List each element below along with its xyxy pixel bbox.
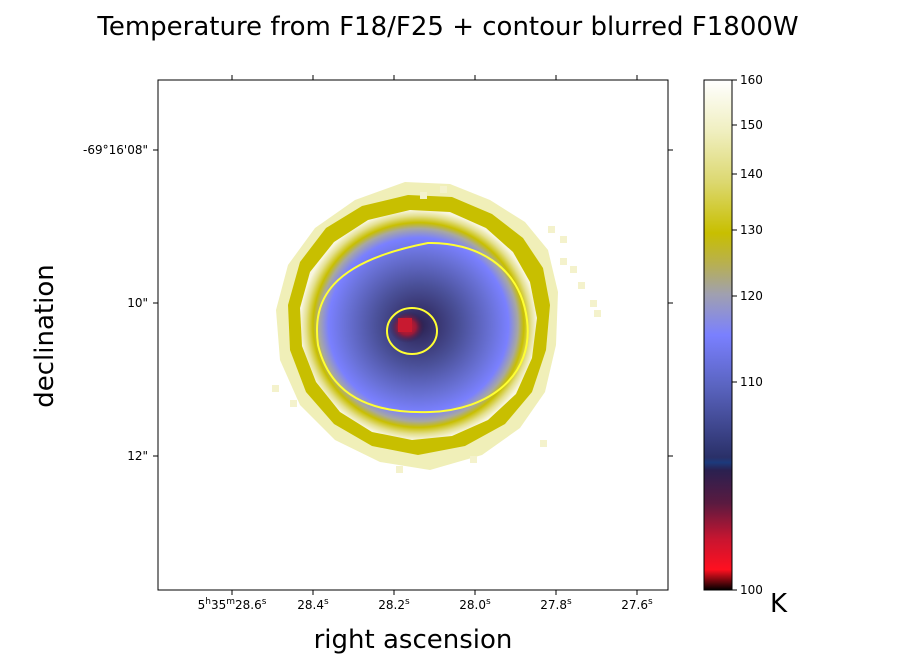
x-axis-label: right ascension xyxy=(314,625,513,655)
outlier-pixel xyxy=(540,440,547,447)
y-tick-label: -69°16'08" xyxy=(83,143,148,157)
colorbar-tick-label: 160 xyxy=(740,73,763,87)
colorbar-tick-label: 100 xyxy=(740,583,763,597)
colorbar-tick-label: 130 xyxy=(740,223,763,237)
outlier-pixel xyxy=(578,282,585,289)
colorbar-unit: K xyxy=(770,589,788,619)
x-tick-label: 28.0s xyxy=(459,597,491,612)
y-tick-label: 12" xyxy=(127,449,148,463)
contour-inner xyxy=(386,307,438,355)
colorbar-tick-label: 120 xyxy=(740,289,763,303)
colorbar-tick-label: 110 xyxy=(740,375,763,389)
y-tick-label: 10" xyxy=(127,296,148,310)
plot-frame xyxy=(157,79,669,591)
outlier-pixel xyxy=(290,400,297,407)
outlier-pixel xyxy=(440,186,447,193)
plot-area xyxy=(158,80,668,590)
outlier-pixel xyxy=(396,466,403,473)
outlier-pixels xyxy=(272,186,601,473)
outlier-pixel xyxy=(470,456,477,463)
outlier-pixel xyxy=(272,385,279,392)
temperature-hotspot-pixel xyxy=(398,318,412,332)
y-axis-label: declination xyxy=(30,264,60,407)
outlier-pixel xyxy=(420,192,427,199)
contour-outer xyxy=(316,241,529,414)
x-tick-label: 5h35m28.6s xyxy=(198,597,267,612)
outlier-pixel xyxy=(570,266,577,273)
outlier-pixel xyxy=(590,300,597,307)
x-tick-label: 27.6s xyxy=(621,597,653,612)
outlier-pixel xyxy=(548,226,555,233)
colorbar-tick-label: 150 xyxy=(740,118,763,132)
x-tick-label: 28.2s xyxy=(378,597,410,612)
colorbar-ticks: 100 110 120 130 140 150 160 xyxy=(732,73,763,597)
x-tick-label: 28.4s xyxy=(297,597,329,612)
colorbar xyxy=(704,80,732,590)
chart-title: Temperature from F18/F25 + contour blurr… xyxy=(96,12,798,42)
colorbar-frame xyxy=(703,79,733,591)
x-tick-label: 27.8s xyxy=(540,597,572,612)
outlier-pixel xyxy=(594,310,601,317)
colorbar-tick-label: 140 xyxy=(740,167,763,181)
outlier-pixel xyxy=(560,236,567,243)
outlier-pixel xyxy=(560,258,567,265)
y-axis-ticks: -69°16'08" 10" 12" xyxy=(83,143,673,463)
x-axis-ticks: 5h35m28.6s 28.4s 28.2s 28.0s 27.8s 27.6s xyxy=(198,75,653,612)
